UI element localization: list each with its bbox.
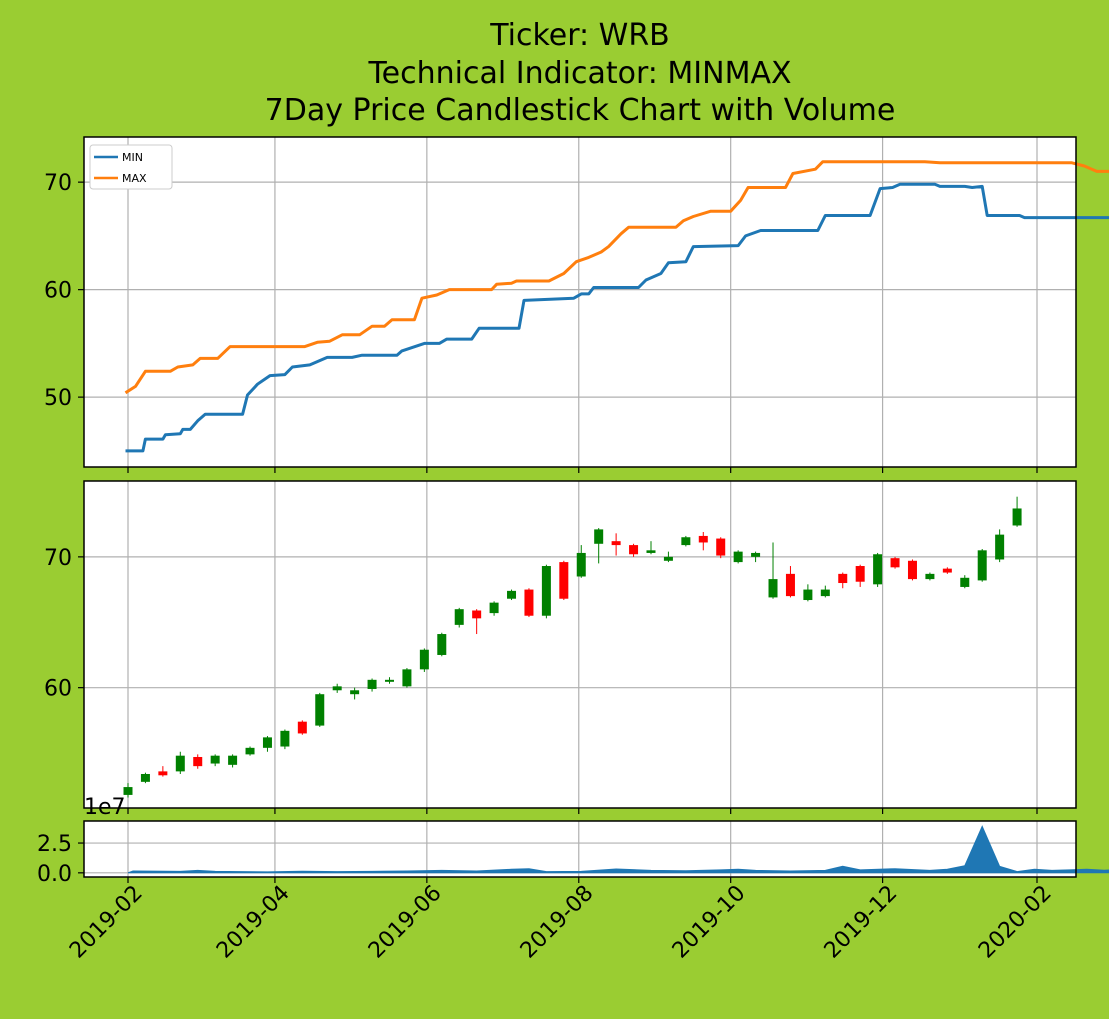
candle-body-18 — [437, 634, 447, 655]
candle-body-47 — [942, 568, 952, 573]
candles — [123, 496, 1022, 798]
candle-body-34 — [716, 538, 726, 556]
indicator-axes-face — [84, 137, 1076, 467]
candle-body-31 — [663, 556, 673, 561]
ind-ytick-label-2: 70 — [44, 171, 72, 196]
series-line-max — [124, 160, 1109, 395]
price-axes-frame — [83, 480, 1077, 809]
candle-body-24 — [541, 566, 551, 616]
volume-axes-frame — [83, 820, 1077, 878]
ind-ytick-label-1: 60 — [44, 279, 72, 304]
ind-ytick-label-0: 50 — [44, 386, 72, 411]
candle-body-43 — [873, 554, 883, 585]
volume-area — [127, 825, 1109, 874]
candle-body-35 — [733, 551, 743, 563]
candle-body-14 — [367, 679, 377, 689]
candle-body-11 — [315, 694, 325, 726]
price-ytick-label-0: 60 — [44, 677, 72, 702]
candle-body-42 — [855, 566, 865, 582]
candle-body-37 — [768, 579, 778, 598]
candle-body-6 — [228, 755, 238, 765]
candle-body-33 — [698, 535, 708, 543]
series-line-min — [125, 182, 1109, 453]
candle-body-46 — [925, 573, 935, 580]
candle-body-16 — [402, 669, 412, 687]
candle-body-29 — [629, 545, 639, 555]
price-grid — [84, 481, 1076, 808]
candle-body-49 — [977, 550, 987, 581]
candle-body-8 — [262, 737, 272, 748]
candle-body-10 — [297, 721, 307, 734]
volume-scale-label: 1e7 — [84, 795, 126, 820]
price-ytick-label-1: 70 — [44, 546, 72, 571]
candle-body-20 — [472, 610, 482, 619]
chart-title-line-1: Ticker: WRB — [489, 18, 670, 53]
indicator-y-axis: 50 60 70 — [44, 171, 84, 411]
candle-body-0 — [123, 787, 133, 795]
candle-body-26 — [576, 552, 586, 577]
candle-body-15 — [384, 679, 394, 682]
candle-body-2 — [158, 771, 168, 776]
price-x-ticks — [127, 808, 1038, 814]
chart-title-line-2: Technical Indicator: MINMAX — [367, 56, 791, 91]
vol-ytick-label-1: 2.5 — [37, 832, 72, 857]
candle-body-22 — [507, 590, 517, 599]
candle-body-23 — [524, 589, 534, 616]
candle-body-27 — [594, 529, 604, 544]
indicator-grid — [84, 137, 1076, 467]
candle-body-30 — [646, 550, 656, 553]
indicator-axes-frame — [83, 136, 1077, 468]
candle-body-44 — [890, 558, 900, 568]
candle-body-7 — [245, 747, 255, 755]
candle-body-4 — [193, 756, 203, 767]
candle-body-50 — [995, 534, 1005, 560]
candle-body-36 — [751, 552, 761, 557]
candle-body-25 — [559, 562, 569, 599]
chart-title-line-3: 7Day Price Candlestick Chart with Volume — [265, 93, 896, 128]
candle-body-5 — [210, 755, 220, 764]
candle-body-38 — [785, 573, 795, 597]
volume-axes-face — [84, 821, 1076, 877]
price-y-axis: 60 70 — [44, 546, 84, 702]
candle-body-41 — [838, 573, 848, 584]
candle-body-45 — [907, 560, 917, 580]
candle-body-51 — [1012, 508, 1022, 526]
candle-body-48 — [960, 577, 970, 587]
indicator-lines — [124, 160, 1109, 453]
candle-body-17 — [419, 649, 429, 670]
candle-body-9 — [280, 730, 290, 747]
candle-body-40 — [820, 589, 830, 597]
candle-body-1 — [140, 773, 150, 782]
legend-max-label: MAX — [122, 172, 147, 185]
volume-y-axis: 0.02.5 — [37, 832, 84, 887]
candle-body-3 — [175, 755, 185, 772]
candle-body-12 — [332, 686, 342, 691]
candle-body-28 — [611, 541, 621, 546]
indicator-legend: MIN MAX — [89, 144, 173, 190]
candle-body-13 — [350, 690, 360, 695]
candle-body-19 — [454, 609, 464, 625]
price-panel: 60 70 — [44, 480, 1077, 814]
vol-ytick-label-0: 0.0 — [37, 862, 72, 887]
indicator-x-ticks — [127, 467, 1038, 473]
candle-body-39 — [803, 589, 813, 601]
candle-body-32 — [681, 537, 691, 546]
candle-body-21 — [489, 602, 499, 614]
indicator-panel: 50 60 70 MIN MAX — [44, 136, 1109, 473]
legend-min-label: MIN — [122, 151, 143, 164]
